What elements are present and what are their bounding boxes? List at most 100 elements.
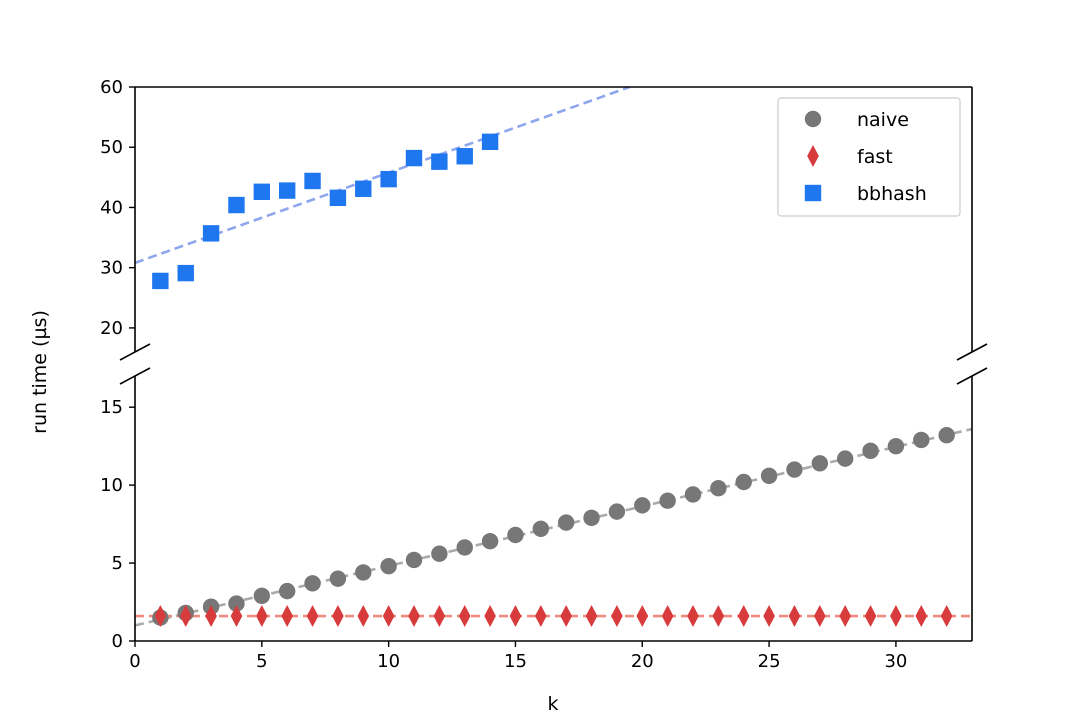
bbhash-point (456, 148, 473, 165)
naive-point (938, 427, 955, 444)
x-tick-label: 25 (758, 651, 781, 672)
fast-point (179, 605, 192, 628)
naive-point (355, 564, 372, 581)
bbhash-point (329, 189, 347, 207)
bbhash-point (405, 149, 423, 167)
naive-point (380, 557, 397, 575)
x-axis-label: k (547, 693, 558, 715)
x-tick-label: 5 (256, 651, 267, 672)
fast-point (408, 605, 420, 628)
naive-point (786, 461, 803, 478)
fast-point (661, 605, 674, 628)
fast-point (256, 605, 268, 628)
legend-marker-naive (804, 110, 822, 128)
naive-fit-line (135, 427, 972, 627)
bbhash-point (304, 172, 321, 190)
legend-marker-bbhash (804, 184, 822, 202)
naive-point (583, 509, 600, 527)
legend: naive fast bbhash (777, 97, 961, 217)
bbhash-point (380, 170, 397, 188)
fast-point (306, 605, 319, 628)
legend-label-naive: naive (857, 109, 909, 131)
bbhash-point (481, 133, 499, 151)
fast-point (484, 605, 496, 628)
fast-point (535, 605, 547, 628)
fast-point (585, 605, 598, 628)
lower-y-tick-label: 10 (100, 475, 123, 496)
upper-y-tick-label: 60 (100, 77, 123, 98)
bbhash-point (177, 264, 194, 282)
fast-point (788, 605, 801, 628)
y-axis-label: run time (µs) (29, 310, 51, 434)
naive-point (735, 473, 752, 491)
naive-point (811, 455, 829, 472)
fast-point (458, 605, 471, 628)
legend-frame (777, 97, 961, 217)
fast-point (205, 605, 217, 628)
bbhash-point (278, 182, 296, 199)
fast-point (636, 605, 649, 628)
fast-point (433, 605, 446, 628)
lower-y-tick-label: 0 (112, 631, 123, 652)
naive-point (659, 492, 676, 509)
naive-point (329, 570, 347, 587)
bbhash-point (228, 196, 245, 214)
fast-point (737, 605, 750, 628)
naive-point (836, 450, 854, 467)
axis-break-mark-left-upper (119, 343, 151, 361)
fast-point (154, 605, 167, 628)
naive-point (304, 575, 321, 592)
upper-y-tick-label: 20 (100, 318, 123, 339)
fast-point (814, 605, 826, 628)
naive-point (684, 486, 702, 503)
naive-point (481, 533, 499, 550)
legend-marker-fast (807, 145, 819, 167)
fast-point (509, 605, 522, 628)
x-tick-label: 30 (884, 651, 907, 672)
x-tick-label: 10 (377, 651, 400, 672)
legend-label-fast: fast (857, 146, 893, 168)
fast-point (382, 605, 395, 628)
fast-point (281, 605, 293, 628)
fast-point (332, 605, 344, 628)
bbhash-point (152, 272, 169, 290)
naive-point (634, 497, 651, 514)
naive-point (710, 480, 727, 497)
ticks: 0 5 10 15 20 25 30 20 30 40 50 60 0 5 10 15 (100, 77, 907, 672)
fast-point (357, 605, 370, 628)
fast-point (864, 605, 877, 628)
naive-point (608, 503, 626, 520)
axis-break-mark-right-upper (956, 343, 988, 361)
fast-point (560, 605, 572, 628)
bbhash-point (202, 225, 220, 242)
naive-point (887, 437, 905, 455)
data-points (152, 133, 955, 628)
fast-point (687, 605, 699, 628)
lower-y-tick-label: 5 (112, 553, 123, 574)
fast-point (940, 605, 953, 628)
fit-lines-lower (135, 427, 972, 627)
upper-y-tick-label: 40 (100, 197, 123, 218)
naive-point (456, 539, 473, 556)
bbhash-point (431, 153, 448, 170)
naive-point (228, 595, 245, 612)
fast-point (839, 605, 851, 628)
fast-point (915, 605, 928, 628)
lower-y-tick-label: 15 (100, 397, 123, 418)
naive-point (862, 442, 879, 460)
fast-point (230, 605, 243, 628)
naive-point (431, 545, 448, 562)
naive-point (913, 431, 930, 449)
naive-point (532, 520, 550, 537)
upper-y-tick-label: 30 (100, 258, 123, 279)
axis-break-mark-right-lower (956, 367, 988, 385)
bbhash-point (253, 183, 271, 200)
fast-point (763, 605, 775, 628)
upper-y-tick-label: 50 (100, 137, 123, 158)
x-tick-label: 0 (129, 651, 140, 672)
x-tick-label: 15 (504, 651, 527, 672)
fast-point (611, 605, 623, 628)
bbhash-point (355, 180, 372, 197)
legend-label-bbhash: bbhash (857, 183, 927, 205)
